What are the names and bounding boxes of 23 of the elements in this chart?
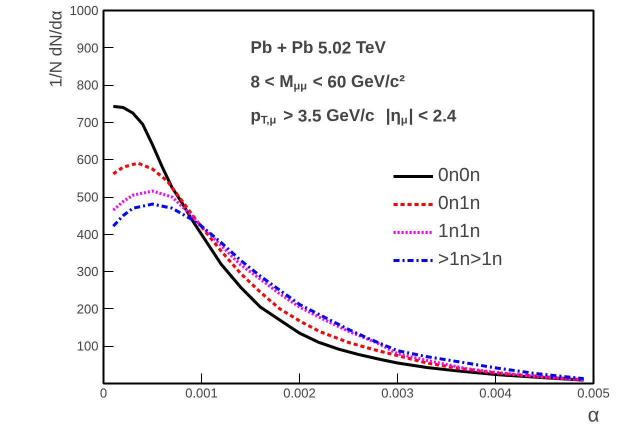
y-tick-label: 500 [76,190,99,204]
y-tick-label: 200 [76,301,99,316]
x-tick-label: 0.001 [185,386,218,400]
legend-label: 0n0n [438,165,480,187]
y-tick-label: 400 [76,226,99,242]
y-tick-label: 300 [76,264,99,280]
y-tick-label: 700 [76,114,99,130]
legend-label: >1n>1n [438,249,502,271]
y-axis-title: 1/N dN/dα [46,10,66,88]
y-tick-label: 900 [76,40,99,56]
y-tick-label: 800 [76,78,99,93]
y-tick-label: 1000 [70,3,98,18]
x-tick-label: 0.003 [381,386,414,400]
x-tick-label: 0 [100,386,108,400]
y-tick-label: 100 [76,338,99,354]
legend-label: 0n1n [438,193,480,215]
y-tick-label: 600 [76,152,99,168]
annotation: Pb + Pb 5.02 TeV [250,38,386,58]
x-tick-label: 0.004 [479,386,512,400]
x-tick-label: 0.005 [577,386,610,400]
x-tick-label: 0.002 [283,386,316,400]
x-axis-title: α [588,404,600,426]
legend-label: 1n1n [438,221,480,243]
